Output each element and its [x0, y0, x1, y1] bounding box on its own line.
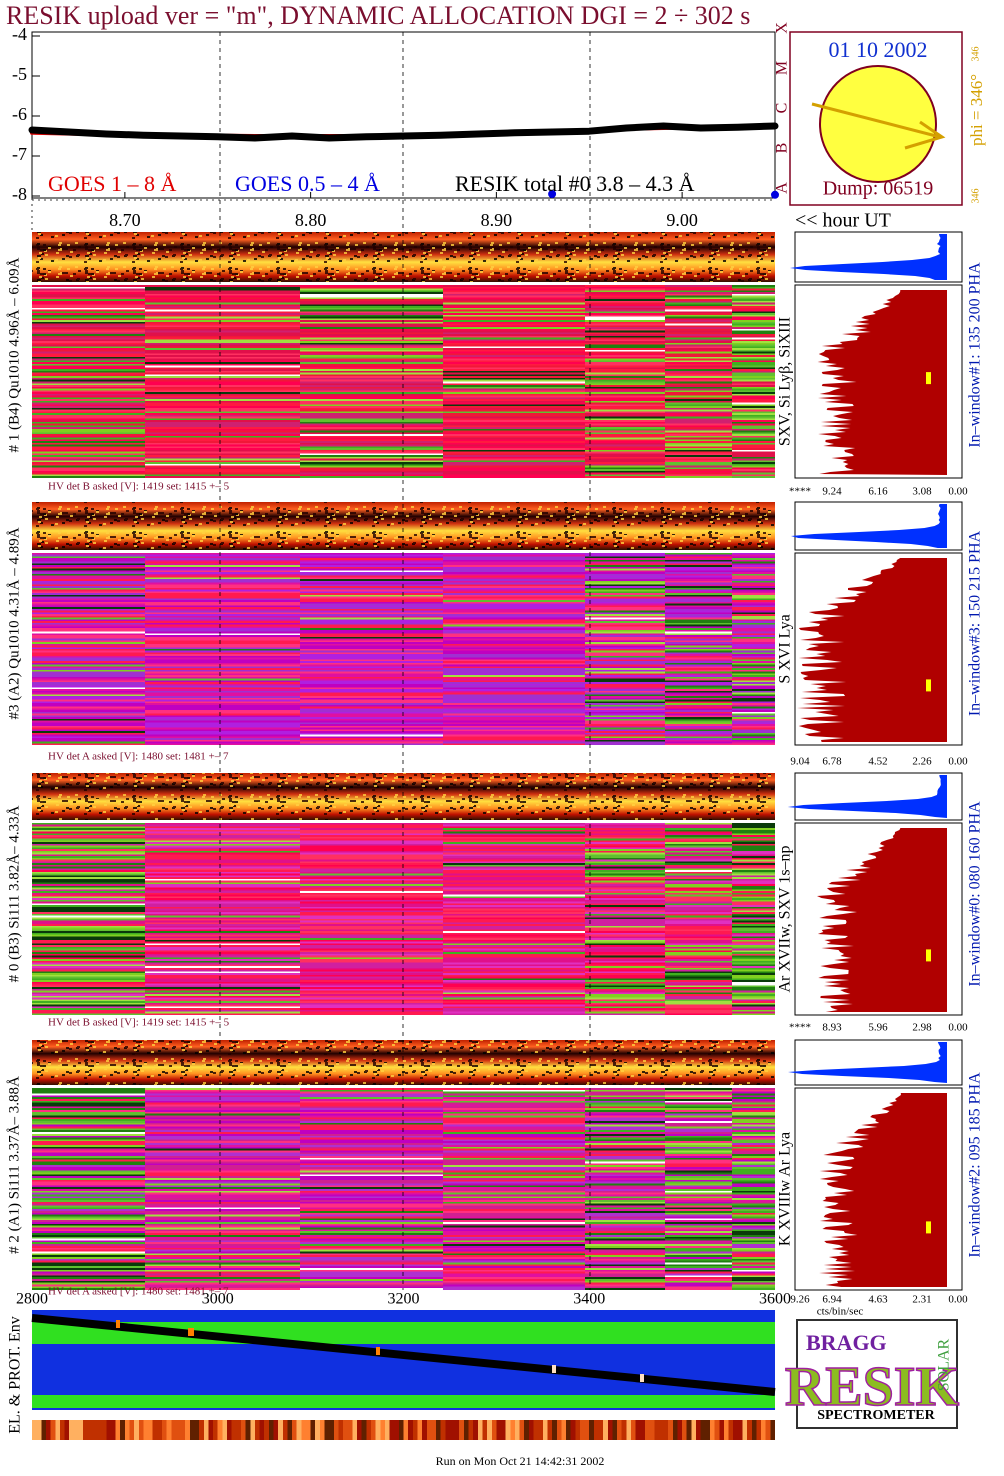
figure: RESIK upload ver = "m", DYNAMIC ALLOCATI…: [6, 0, 986, 1468]
